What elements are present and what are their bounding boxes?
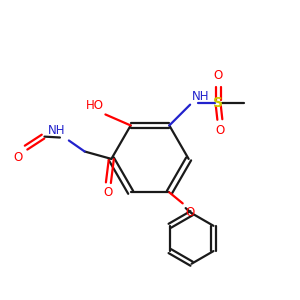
Text: O: O	[215, 124, 224, 137]
Text: HO: HO	[86, 99, 104, 112]
Text: NH: NH	[192, 90, 209, 103]
Text: O: O	[14, 152, 23, 164]
Text: O: O	[214, 69, 223, 82]
Text: S: S	[213, 96, 224, 110]
Text: O: O	[186, 206, 195, 219]
Text: NH: NH	[48, 124, 65, 136]
Text: O: O	[104, 186, 113, 199]
